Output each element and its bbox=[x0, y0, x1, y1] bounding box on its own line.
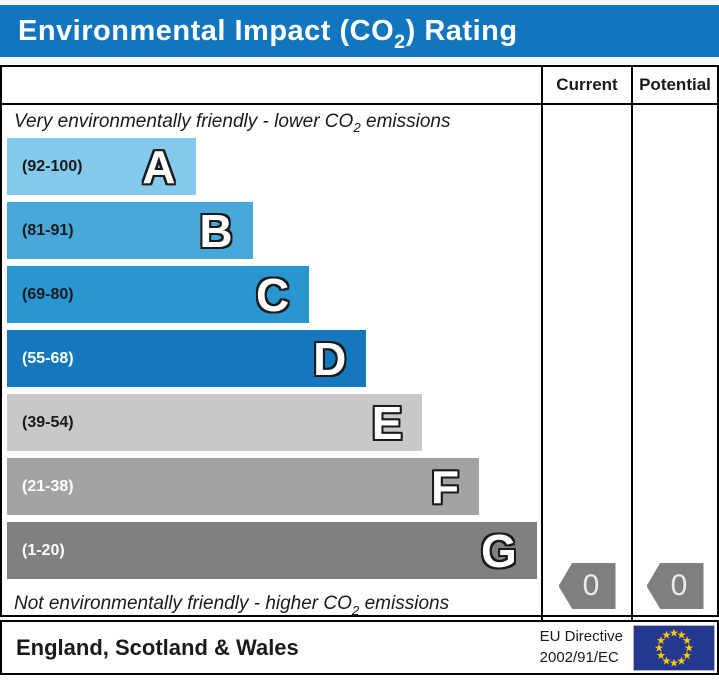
band-range-label: (92-100) bbox=[22, 157, 83, 175]
potential-value-arrow: 0 bbox=[646, 563, 704, 609]
current-value: 0 bbox=[582, 569, 600, 602]
band-range-label: (21-38) bbox=[22, 477, 74, 495]
band-row-g: (1-20) G bbox=[7, 522, 541, 579]
band-bar: (21-38) F bbox=[7, 458, 480, 515]
band-range-label: (69-80) bbox=[22, 285, 74, 303]
band-row-f: (21-38) F bbox=[7, 458, 541, 515]
band-letter: C bbox=[256, 268, 290, 321]
band-bar: (39-54) E bbox=[7, 394, 423, 451]
band-letter: F bbox=[430, 460, 460, 513]
band-range-label: (81-91) bbox=[22, 221, 74, 239]
band-list: (92-100) A (81-91) B (69-80) C (55-68) D… bbox=[2, 138, 541, 586]
band-letter: E bbox=[371, 396, 403, 449]
band-row-a: (92-100) A bbox=[7, 138, 541, 195]
caption-bottom: Not environmentally friendly - higher CO… bbox=[2, 586, 541, 622]
band-range-label: (55-68) bbox=[22, 349, 74, 367]
footer-region-label: England, Scotland & Wales bbox=[16, 634, 299, 660]
band-range-label: (1-20) bbox=[22, 541, 65, 559]
potential-value-column: 0 bbox=[631, 105, 717, 622]
page-title: Environmental Impact (CO2) Rating bbox=[0, 5, 719, 57]
eu-flag-icon bbox=[633, 624, 715, 671]
band-bar: (55-68) D bbox=[7, 330, 367, 387]
eu-directive-label: EU Directive 2002/91/EC bbox=[540, 627, 623, 668]
eu-directive-line2: 2002/91/EC bbox=[539, 648, 619, 666]
band-letter: B bbox=[199, 204, 233, 257]
band-letter: A bbox=[142, 140, 176, 193]
band-row-b: (81-91) B bbox=[7, 202, 541, 259]
header-blank-cell bbox=[2, 67, 541, 105]
caption-bottom-text: Not environmentally friendly - higher CO… bbox=[14, 593, 450, 618]
column-header-current: Current bbox=[541, 67, 631, 105]
band-bar: (92-100) A bbox=[7, 138, 196, 195]
current-value-arrow: 0 bbox=[558, 563, 616, 609]
band-letter: D bbox=[313, 332, 347, 385]
band-bar: (1-20) G bbox=[7, 522, 537, 579]
band-row-d: (55-68) D bbox=[7, 330, 541, 387]
bands-column: Very environmentally friendly - lower CO… bbox=[2, 105, 541, 622]
column-header-potential: Potential bbox=[631, 67, 717, 105]
potential-value: 0 bbox=[670, 569, 688, 602]
band-row-e: (39-54) E bbox=[7, 394, 541, 451]
band-bar: (69-80) C bbox=[7, 266, 310, 323]
band-letter: G bbox=[480, 524, 517, 577]
eu-directive-line1: EU Directive bbox=[539, 628, 623, 646]
rating-table: Current Potential Very environmentally f… bbox=[0, 65, 719, 622]
epc-environmental-impact-chart: Environmental Impact (CO2) Rating Curren… bbox=[0, 5, 719, 680]
band-row-c: (69-80) C bbox=[7, 266, 541, 323]
band-range-label: (39-54) bbox=[22, 413, 74, 431]
caption-top: Very environmentally friendly - lower CO… bbox=[2, 105, 541, 138]
current-value-column: 0 bbox=[541, 105, 631, 622]
title-text: Environmental Impact (CO2) Rating bbox=[18, 14, 518, 54]
band-bar: (81-91) B bbox=[7, 202, 253, 259]
footer: England, Scotland & Wales EU Directive 2… bbox=[0, 620, 719, 675]
caption-top-text: Very environmentally friendly - lower CO… bbox=[14, 110, 451, 136]
